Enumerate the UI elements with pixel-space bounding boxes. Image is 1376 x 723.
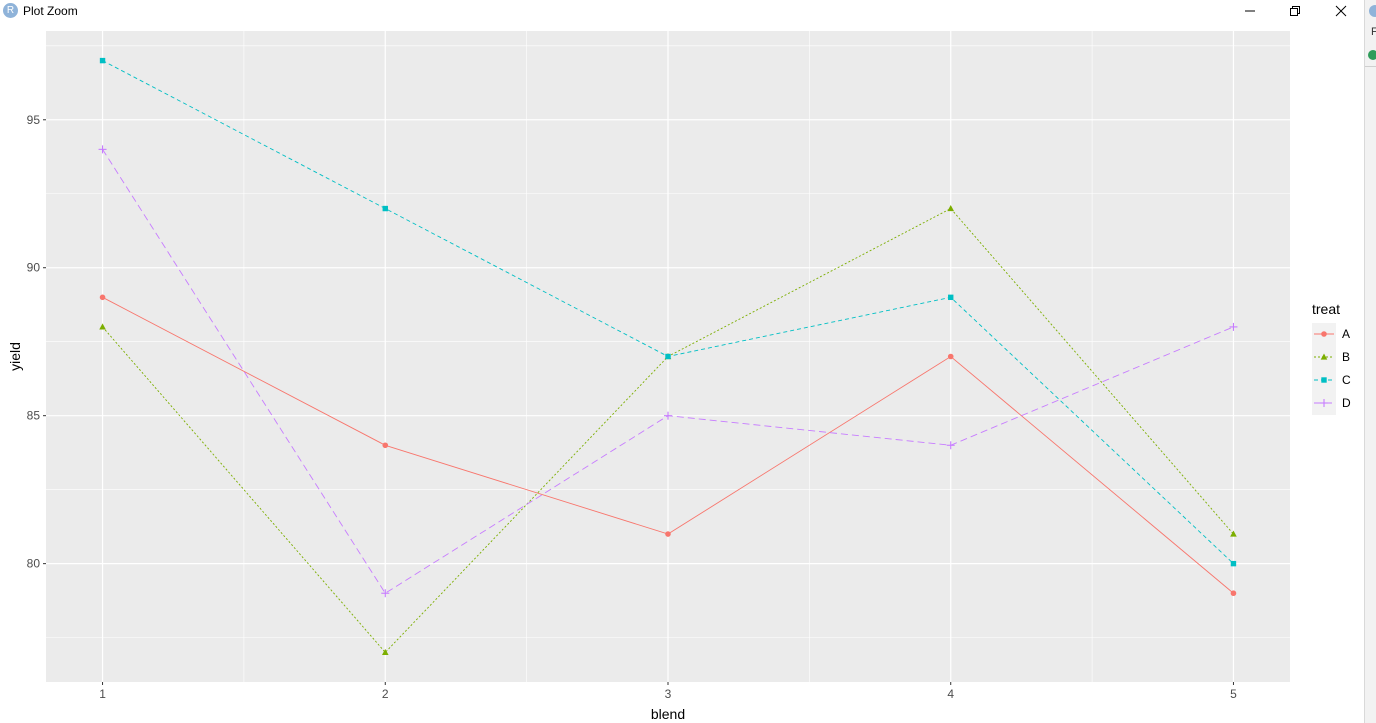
data-point-C [665,353,671,360]
y-tick-label: 90 [27,261,41,275]
x-tick-label: 2 [382,687,389,701]
data-point-C [99,57,106,64]
data-point-B [99,323,106,330]
data-point-B [1230,530,1237,537]
legend-key-marker-D [1320,399,1328,407]
legend-label-D: D [1342,396,1351,410]
data-point-D [946,441,955,450]
series-points [98,57,1238,656]
background-window-edge: F [1364,0,1376,723]
legend-label-A: A [1342,327,1350,341]
data-point-D [98,145,107,154]
window-titlebar: R Plot Zoom [0,0,1364,22]
y-axis: 80 85 90 95 [27,113,46,571]
r-logo-icon: R [3,3,18,18]
close-icon [1335,5,1347,17]
restore-button[interactable] [1275,0,1315,22]
x-axis-title: blend [651,706,685,722]
data-point-B [381,648,389,656]
data-point-B [947,205,955,212]
legend-label-C: C [1342,373,1351,387]
data-point-D [1229,322,1238,331]
data-point-A [947,353,954,360]
minimize-icon [1245,10,1255,12]
data-point-A [382,442,389,449]
x-tick-label: 1 [99,687,106,701]
close-button[interactable] [1321,0,1361,22]
x-tick-label: 3 [665,687,672,701]
data-point-C [1230,560,1237,567]
legend-label-B: B [1342,350,1350,364]
x-tick-label: 5 [1230,687,1237,701]
data-point-D [381,589,390,598]
x-axis: 1 2 3 4 5 [99,682,1237,701]
background-window-label: F [1371,26,1376,38]
legend-key-marker-A [1321,331,1327,337]
data-point-C [948,294,954,301]
legend-key-marker-B [1320,353,1328,360]
restore-icon [1290,6,1300,16]
y-tick-label: 95 [27,113,41,127]
data-point-C [382,205,388,212]
x-tick-label: 4 [947,687,954,701]
legend-title: treat [1312,301,1340,317]
window-title: Plot Zoom [23,4,78,18]
y-tick-label: 80 [27,557,41,571]
data-point-A [665,531,671,537]
minimize-button[interactable] [1230,0,1270,22]
legend-key-marker-C [1321,377,1327,383]
divider [1365,66,1376,67]
y-tick-label: 85 [27,409,41,423]
y-axis-title: yield [7,342,23,371]
data-point-A [1230,590,1237,597]
r-logo-icon [1369,5,1376,17]
data-point-D [664,411,672,420]
data-point-A [99,294,106,301]
add-icon [1368,50,1376,60]
